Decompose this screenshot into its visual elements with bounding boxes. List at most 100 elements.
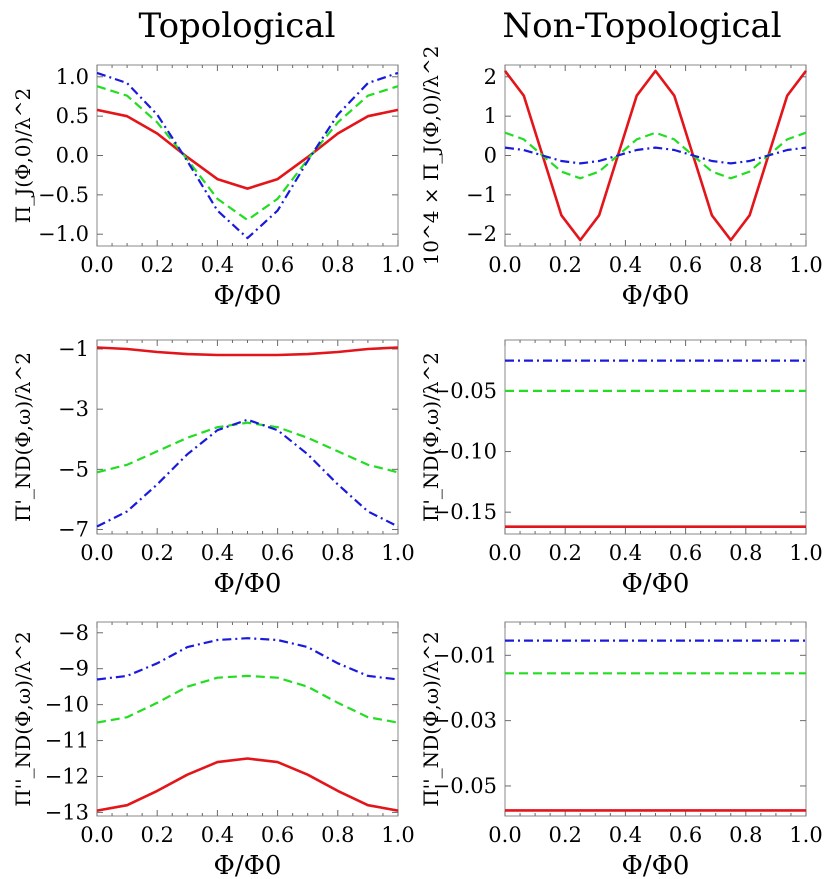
y-tick-label: −5 [58, 457, 89, 481]
x-tick-label: 0.8 [729, 541, 762, 565]
y-tick-label: 1 [484, 104, 497, 128]
y-axis-label: Π'_ND(Φ,ω)/λ^2 [419, 352, 443, 522]
series-line-blue [96, 637, 399, 681]
x-axis-label: Φ/Φ0 [622, 569, 690, 599]
y-tick-label: −3 [58, 397, 89, 421]
y-tick-label: −0.5 [38, 183, 89, 207]
series-line-blue [504, 146, 807, 165]
x-tick-label: 0.0 [488, 541, 521, 565]
x-tick-label: 0.8 [321, 541, 354, 565]
series-line-red [96, 108, 399, 190]
y-tick-label: −1 [466, 183, 497, 207]
series-line-green [96, 421, 399, 474]
y-tick-label: −13 [45, 800, 89, 824]
series-line-red [96, 757, 399, 812]
x-axis-label: Φ/Φ0 [622, 851, 690, 879]
y-tick-label: −8 [58, 621, 89, 645]
series-line-green [96, 85, 399, 222]
y-tick-label: 0 [484, 144, 497, 168]
x-tick-label: 1.0 [381, 823, 414, 847]
y-tick-label: −0.03 [433, 709, 497, 733]
x-tick-label: 1.0 [789, 253, 822, 277]
x-tick-label: 0.4 [609, 253, 642, 277]
x-tick-label: 0.6 [669, 541, 702, 565]
y-tick-label: −11 [45, 729, 89, 753]
panel-bot-right: 0.0 0.2 0.4 0.6 0.8 1.0 −0.01 −0.03 −0.05 Φ/Φ0 Π''… [419, 621, 823, 879]
x-tick-label: 0.6 [261, 541, 294, 565]
y-tick-label: −7 [58, 517, 89, 541]
y-tick-label: −12 [45, 764, 89, 788]
x-tick-label: 0.0 [488, 823, 521, 847]
x-tick-label: 0.6 [261, 823, 294, 847]
x-tick-label: 1.0 [381, 253, 414, 277]
x-tick-label: 0.2 [548, 253, 581, 277]
x-tick-label: 0.6 [669, 253, 702, 277]
plot-frame [504, 64, 807, 247]
x-tick-label: 0.4 [201, 823, 234, 847]
panel-mid-left: 0.0 0.2 0.4 0.6 0.8 1.0 −1 −3 −5 −7 Φ/Φ0 Π'_ND(Φ,ω)… [11, 337, 415, 599]
y-tick-label: −10 [45, 693, 89, 717]
y-tick-label: −0.05 [433, 379, 497, 403]
column-title-non-topological: Non-Topological [502, 6, 781, 46]
x-tick-label: 0.8 [321, 823, 354, 847]
x-tick-label: 0.8 [729, 253, 762, 277]
y-tick-label: −2 [466, 222, 497, 246]
series-line-blue [96, 71, 399, 240]
y-axis-label: Π''_ND(Φ,ω)/λ^2 [11, 631, 35, 807]
x-tick-label: 0.4 [201, 541, 234, 565]
x-tick-label: 0.2 [140, 253, 173, 277]
y-tick-label: −9 [58, 657, 89, 681]
x-tick-label: 1.0 [789, 823, 822, 847]
y-axis-label: 10^4 × Π_J(Φ,0)/λ^2 [419, 46, 443, 266]
x-tick-label: 0.0 [80, 253, 113, 277]
panel-top-left: 0.0 0.2 0.4 0.6 0.8 1.0 1.0 0.5 0.0 −0.5 −1.0 Φ/Φ0 Π… [11, 64, 415, 311]
x-tick-label: 0.0 [80, 541, 113, 565]
x-tick-label: 0.8 [321, 253, 354, 277]
y-tick-label: 0.0 [56, 144, 89, 168]
y-tick-label: −0.15 [433, 500, 497, 524]
column-title-topological: Topological [139, 6, 336, 46]
y-tick-label: 1.0 [56, 65, 89, 89]
y-axis-label: Π_J(Φ,0)/λ^2 [11, 88, 35, 223]
series-line-red [503, 69, 808, 242]
x-axis-label: Φ/Φ0 [214, 281, 282, 311]
plot-frame [96, 621, 399, 817]
panel-bot-left: 0.0 0.2 0.4 0.6 0.8 1.0 −8 −9 −10 −11 −12 −13 Φ/Φ0 Π'… [11, 621, 415, 879]
plot-frame [96, 339, 399, 535]
y-tick-label: 0.5 [56, 104, 89, 128]
series-line-green [504, 131, 807, 180]
x-tick-label: 0.8 [729, 823, 762, 847]
y-tick-label: 2 [484, 65, 497, 89]
series-line-red [96, 346, 399, 357]
y-tick-label: −0.05 [433, 774, 497, 798]
y-axis-label: Π''_ND(Φ,ω)/λ^2 [419, 631, 443, 807]
x-tick-label: 0.2 [548, 823, 581, 847]
x-tick-label: 0.4 [201, 253, 234, 277]
series-line-blue [96, 418, 399, 528]
x-tick-label: 0.2 [548, 541, 581, 565]
x-axis-label: Φ/Φ0 [214, 851, 282, 879]
panel-top-right: 0.0 0.2 0.4 0.6 0.8 1.0 2 1 0 −1 −2 Φ/Φ0 10^4 × Π_J(… [419, 46, 823, 311]
x-tick-label: 0.2 [140, 541, 173, 565]
x-tick-label: 1.0 [789, 541, 822, 565]
y-axis-label: Π'_ND(Φ,ω)/λ^2 [11, 352, 35, 522]
series-line-green [96, 674, 399, 724]
plot-frame [504, 339, 807, 535]
y-tick-label: −1 [58, 337, 89, 361]
plot-frame [504, 621, 807, 817]
x-tick-label: 0.6 [669, 823, 702, 847]
y-tick-label: −0.01 [433, 643, 497, 667]
x-tick-label: 0.4 [609, 823, 642, 847]
x-tick-label: 1.0 [381, 541, 414, 565]
panel-mid-right: 0.0 0.2 0.4 0.6 0.8 1.0 −0.05 −0.10 −0.15 Φ/Φ0 Π'_… [419, 339, 823, 599]
x-axis-label: Φ/Φ0 [214, 569, 282, 599]
x-tick-label: 0.4 [609, 541, 642, 565]
x-tick-label: 0.0 [80, 823, 113, 847]
x-axis-label: Φ/Φ0 [622, 281, 690, 311]
x-tick-label: 0.0 [488, 253, 521, 277]
x-tick-label: 0.2 [140, 823, 173, 847]
plot-frame [96, 64, 399, 247]
y-tick-label: −0.10 [433, 440, 497, 464]
y-tick-label: −1.0 [38, 222, 89, 246]
